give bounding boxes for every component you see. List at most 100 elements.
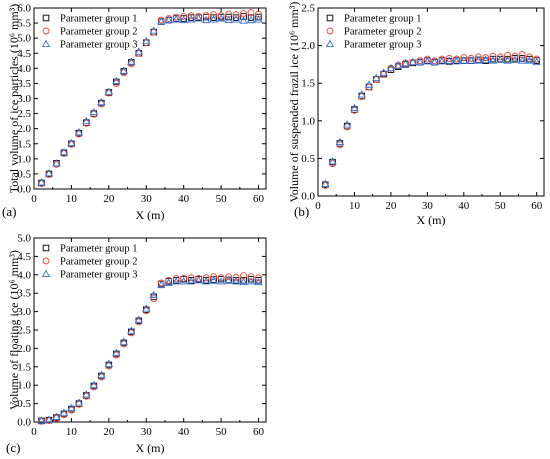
- data-point: [246, 277, 256, 285]
- legend-label: Parameter group 3: [344, 40, 422, 51]
- data-point: [430, 57, 439, 66]
- data-point: [247, 9, 255, 16]
- chart-panel-3: 0 10 20 30 40 50 60 0.0 0.5 1.0 1.5 2.0 2.5 3.0 3.5 4.0…: [6, 233, 267, 455]
- data-point: [225, 13, 232, 21]
- x-tick-label: 40: [178, 193, 190, 205]
- data-point: [74, 127, 84, 136]
- data-point: [232, 11, 240, 19]
- data-point: [165, 276, 173, 284]
- data-point: [134, 47, 143, 55]
- data-point: [246, 15, 256, 24]
- legend-label: Parameter group 3: [60, 270, 138, 281]
- data-point: [335, 137, 345, 145]
- data-point: [127, 57, 136, 65]
- legend-marker: [41, 39, 51, 47]
- data-point: [209, 276, 218, 284]
- x-tick-label: 40: [458, 200, 470, 212]
- data-point: [372, 73, 381, 81]
- data-point: [187, 274, 195, 282]
- y-axis-label: Volume of floating ice (10⁶ mm³): [7, 250, 21, 410]
- y-tick-label: 2.5: [17, 325, 31, 337]
- x-tick-label: 60: [253, 426, 265, 438]
- data-point: [225, 273, 233, 281]
- data-point: [186, 277, 196, 285]
- legend-label: Parameter group 2: [344, 27, 422, 38]
- data-point: [37, 178, 46, 186]
- data-point: [97, 370, 106, 378]
- data-point: [423, 55, 431, 63]
- plot-frame: [317, 7, 545, 197]
- legend-label: Parameter group 1: [344, 14, 422, 25]
- data-point: [423, 57, 432, 65]
- data-point: [209, 15, 218, 23]
- y-tick-label: 1.0: [17, 153, 31, 165]
- y-tick-label: 2.0: [17, 343, 31, 355]
- data-point: [415, 57, 425, 66]
- data-point: [119, 66, 128, 74]
- legend: Parameter group 1 Parameter group 2 Parame…: [41, 244, 138, 281]
- y-tick-label: 1.5: [17, 361, 31, 373]
- data-point: [104, 87, 114, 95]
- data-point: [119, 337, 128, 345]
- y-tick-label: 3.5: [17, 288, 31, 300]
- data-point: [38, 417, 45, 425]
- data-point: [342, 120, 352, 128]
- data-point: [496, 55, 505, 63]
- panel-label: (a): [2, 204, 16, 219]
- y-tick-label: 5.0: [17, 233, 31, 245]
- panel-label: (b): [294, 204, 309, 219]
- y-tick-label: 4.0: [17, 269, 31, 281]
- data-point: [255, 13, 262, 21]
- data-point: [357, 90, 366, 98]
- data-point: [525, 56, 534, 64]
- x-tick-label: 10: [349, 200, 361, 212]
- data-point: [74, 398, 84, 406]
- x-tick-label: 30: [141, 426, 153, 438]
- legend-label: Parameter group 2: [60, 257, 138, 268]
- legend-marker: [42, 14, 50, 22]
- data-point: [467, 54, 475, 62]
- data-point: [503, 56, 512, 64]
- data-point: [255, 10, 262, 18]
- data-point: [240, 277, 247, 284]
- y-tick-label: 2.0: [17, 123, 31, 135]
- series-1: [322, 55, 540, 188]
- x-tick-label: 20: [103, 193, 115, 205]
- panel-label: (c): [6, 440, 20, 455]
- data-point: [239, 16, 248, 24]
- data-point: [157, 280, 166, 289]
- x-tick-label: 60: [253, 193, 265, 205]
- y-tick-label: 6.0: [17, 3, 31, 15]
- data-point: [431, 57, 439, 65]
- x-tick-label: 20: [385, 200, 397, 212]
- data-point: [67, 403, 76, 412]
- data-point: [157, 17, 166, 25]
- data-point: [53, 160, 60, 168]
- data-point: [232, 273, 240, 281]
- y-tick-label: 0.0: [17, 184, 31, 196]
- data-point: [488, 56, 498, 64]
- y-tick-label: 1.5: [301, 78, 315, 90]
- data-point: [247, 14, 255, 21]
- x-tick-label: 50: [216, 193, 228, 205]
- legend-marker: [325, 39, 335, 47]
- x-tick-label: 50: [495, 200, 507, 212]
- data-point: [45, 417, 53, 424]
- x-tick-label: 0: [31, 426, 37, 438]
- data-point: [180, 275, 188, 282]
- chart-panel-1: 0 10 20 30 40 50 60 0.0 0.5 1.0 1.5 2.0 2.5 3.0 3.5 4.0…: [2, 3, 267, 222]
- x-tick-label: 0: [315, 200, 321, 212]
- data-point: [157, 16, 165, 24]
- data-point: [445, 56, 454, 64]
- data-point: [194, 276, 203, 284]
- data-point: [482, 54, 490, 62]
- data-point: [164, 15, 173, 24]
- x-tick-label: 50: [216, 426, 228, 438]
- x-tick-label: 10: [66, 193, 78, 205]
- data-point: [379, 68, 388, 76]
- data-point: [533, 55, 541, 63]
- y-tick-label: 2.0: [301, 40, 315, 52]
- data-point: [474, 53, 482, 61]
- data-point: [172, 13, 180, 21]
- data-point: [142, 36, 151, 45]
